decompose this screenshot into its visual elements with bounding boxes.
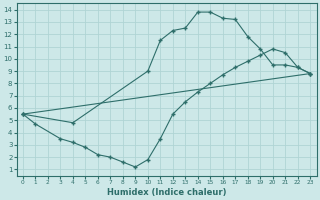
- X-axis label: Humidex (Indice chaleur): Humidex (Indice chaleur): [107, 188, 226, 197]
